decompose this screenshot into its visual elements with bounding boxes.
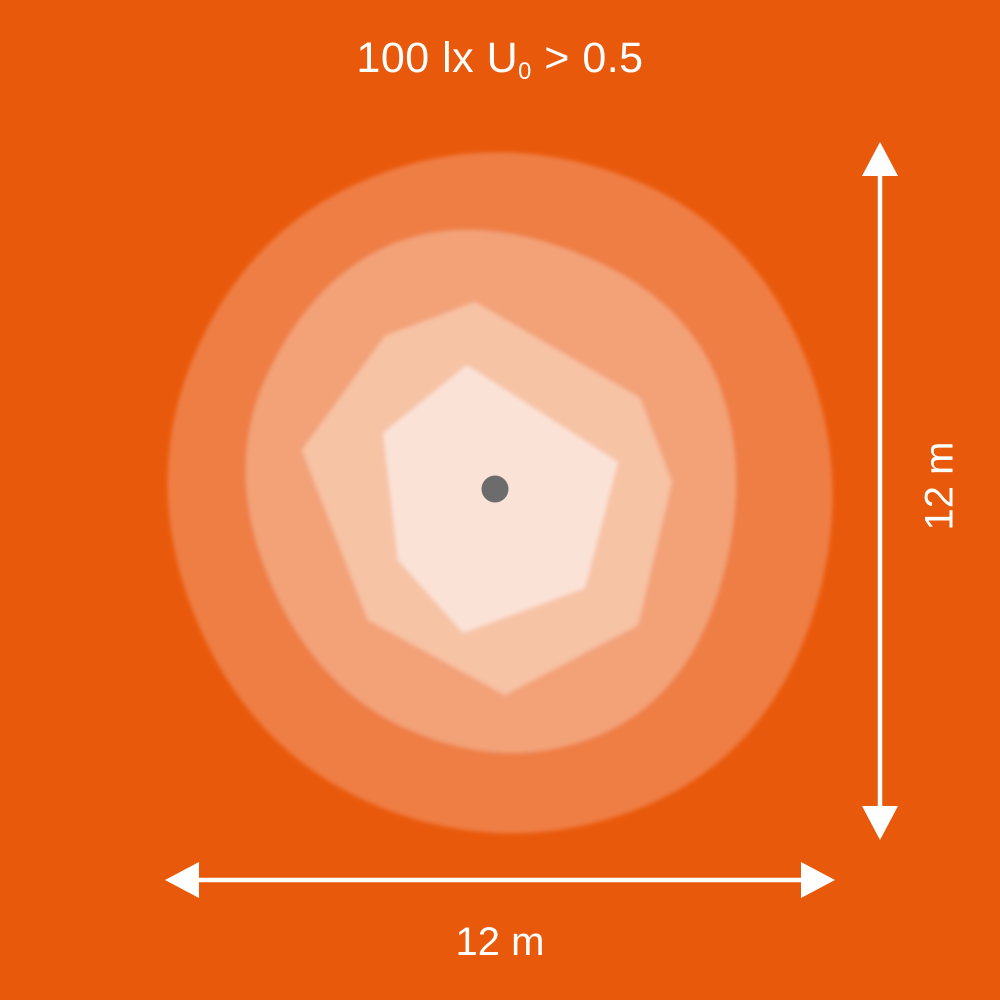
arrowhead-right-icon — [801, 862, 835, 898]
diagram-title: 100 lx U0 > 0.5 — [0, 34, 1000, 85]
title-subscript: 0 — [518, 58, 532, 85]
horizontal-dimension-label: 12 m — [455, 920, 545, 964]
luminaire-center-dot — [481, 475, 509, 503]
vertical-dimension-label: 12 m — [917, 441, 962, 531]
arrowhead-up-icon — [862, 142, 898, 176]
vertical-dimension-arrow — [862, 142, 898, 840]
arrowhead-left-icon — [165, 862, 199, 898]
title-main-text: 100 lx U — [356, 34, 519, 82]
arrowhead-down-icon — [862, 806, 898, 840]
title-suffix-text: > 0.5 — [531, 34, 644, 82]
horizontal-dimension-arrow — [165, 862, 835, 898]
